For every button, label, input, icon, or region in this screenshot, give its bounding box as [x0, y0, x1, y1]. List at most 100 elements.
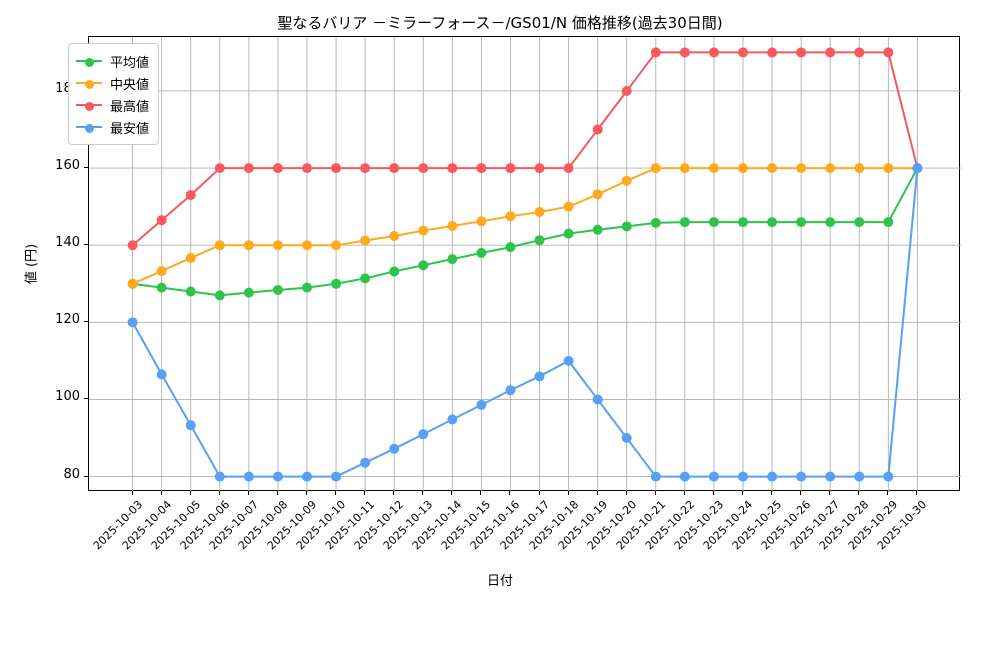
- legend-item-3[interactable]: 最安値: [76, 116, 149, 138]
- data-point: [185, 190, 196, 201]
- data-point: [156, 266, 167, 277]
- x-tick-mark: [131, 491, 133, 495]
- data-point: [621, 433, 632, 444]
- data-point: [476, 247, 487, 258]
- data-point: [156, 215, 167, 226]
- y-tick-mark: [84, 398, 88, 400]
- x-tick-mark: [625, 491, 627, 495]
- chart-figure: 聖なるバリア －ミラーフォース－/GS01/N 価格推移(過去30日間) 80 1…: [24, 14, 961, 589]
- data-point: [505, 211, 516, 222]
- data-point: [476, 216, 487, 227]
- legend-label: 最高値: [110, 99, 150, 115]
- data-point: [767, 471, 778, 482]
- data-point: [505, 242, 516, 253]
- data-point: [650, 471, 661, 482]
- legend-item-2[interactable]: 最高値: [76, 94, 149, 116]
- series-line: [131, 167, 919, 478]
- plot-svg: [89, 37, 961, 492]
- data-point: [563, 228, 574, 239]
- data-point: [272, 240, 283, 251]
- x-tick-mark: [771, 491, 773, 495]
- x-tick-mark: [712, 491, 714, 495]
- data-point: [214, 163, 225, 174]
- y-tick-mark: [84, 475, 88, 477]
- legend-label: 平均値: [110, 55, 150, 71]
- series-0: [127, 163, 923, 301]
- data-point: [708, 163, 719, 174]
- data-point: [883, 217, 894, 228]
- x-axis-label: 日付: [486, 574, 513, 589]
- data-point: [272, 471, 283, 482]
- x-tick-mark: [509, 491, 511, 495]
- legend-swatch-icon: [76, 120, 102, 134]
- data-point: [447, 220, 458, 231]
- data-point: [563, 163, 574, 174]
- data-point: [708, 471, 719, 482]
- x-tick-mark: [538, 491, 540, 495]
- x-tick-mark: [160, 491, 162, 495]
- x-tick-mark: [393, 491, 395, 495]
- x-tick-mark: [480, 491, 482, 495]
- y-tick-label: 100: [55, 389, 80, 405]
- data-point: [447, 414, 458, 425]
- legend-item-0[interactable]: 平均値: [76, 50, 149, 72]
- data-point: [331, 240, 342, 251]
- data-point: [708, 47, 719, 58]
- data-point: [767, 217, 778, 228]
- x-tick-mark: [567, 491, 569, 495]
- data-point: [825, 471, 836, 482]
- data-point: [679, 471, 690, 482]
- data-point: [738, 163, 748, 174]
- data-point: [127, 278, 138, 289]
- data-point: [418, 163, 429, 174]
- data-point: [389, 266, 400, 277]
- data-point: [912, 163, 923, 174]
- series-line: [131, 167, 919, 285]
- legend-label: 最安値: [110, 121, 150, 137]
- legend-marker-dot-icon: [85, 79, 94, 89]
- data-point: [796, 471, 807, 482]
- data-point: [331, 278, 342, 289]
- data-point: [796, 47, 807, 58]
- chart-legend: 平均値 中央値最高値最安値: [68, 43, 160, 145]
- x-tick-mark: [654, 491, 656, 495]
- legend-marker-dot-icon: [85, 101, 94, 111]
- data-point: [825, 47, 836, 58]
- data-point: [796, 217, 807, 228]
- data-point: [214, 240, 225, 251]
- y-tick-mark: [84, 244, 88, 246]
- x-tick-mark: [887, 491, 889, 495]
- data-point: [156, 369, 167, 380]
- data-point: [592, 124, 603, 135]
- data-point: [243, 163, 254, 174]
- data-point: [243, 287, 254, 298]
- data-point: [738, 217, 748, 228]
- x-tick-mark: [800, 491, 802, 495]
- data-point: [883, 163, 894, 174]
- data-point: [476, 163, 487, 174]
- y-tick-mark: [84, 321, 88, 323]
- data-point: [592, 394, 603, 405]
- data-point: [389, 163, 400, 174]
- data-point: [418, 429, 429, 440]
- data-point: [185, 252, 196, 263]
- data-point: [825, 163, 836, 174]
- data-point: [592, 189, 603, 200]
- x-tick-mark: [596, 491, 598, 495]
- data-point: [825, 217, 836, 228]
- data-point: [534, 163, 545, 174]
- data-point: [883, 47, 894, 58]
- legend-swatch-icon: [76, 76, 102, 90]
- data-point: [272, 284, 283, 295]
- legend-marker-dot-icon: [85, 123, 94, 133]
- legend-item-1[interactable]: 中央値: [76, 72, 149, 94]
- series-line: [131, 51, 919, 247]
- data-point: [447, 254, 458, 265]
- data-point: [708, 217, 719, 228]
- y-axis-label: 値 (円): [24, 243, 40, 284]
- x-tick-mark: [218, 491, 220, 495]
- data-point: [127, 240, 138, 251]
- series-3: [127, 163, 923, 482]
- data-point: [883, 471, 894, 482]
- data-point: [679, 163, 690, 174]
